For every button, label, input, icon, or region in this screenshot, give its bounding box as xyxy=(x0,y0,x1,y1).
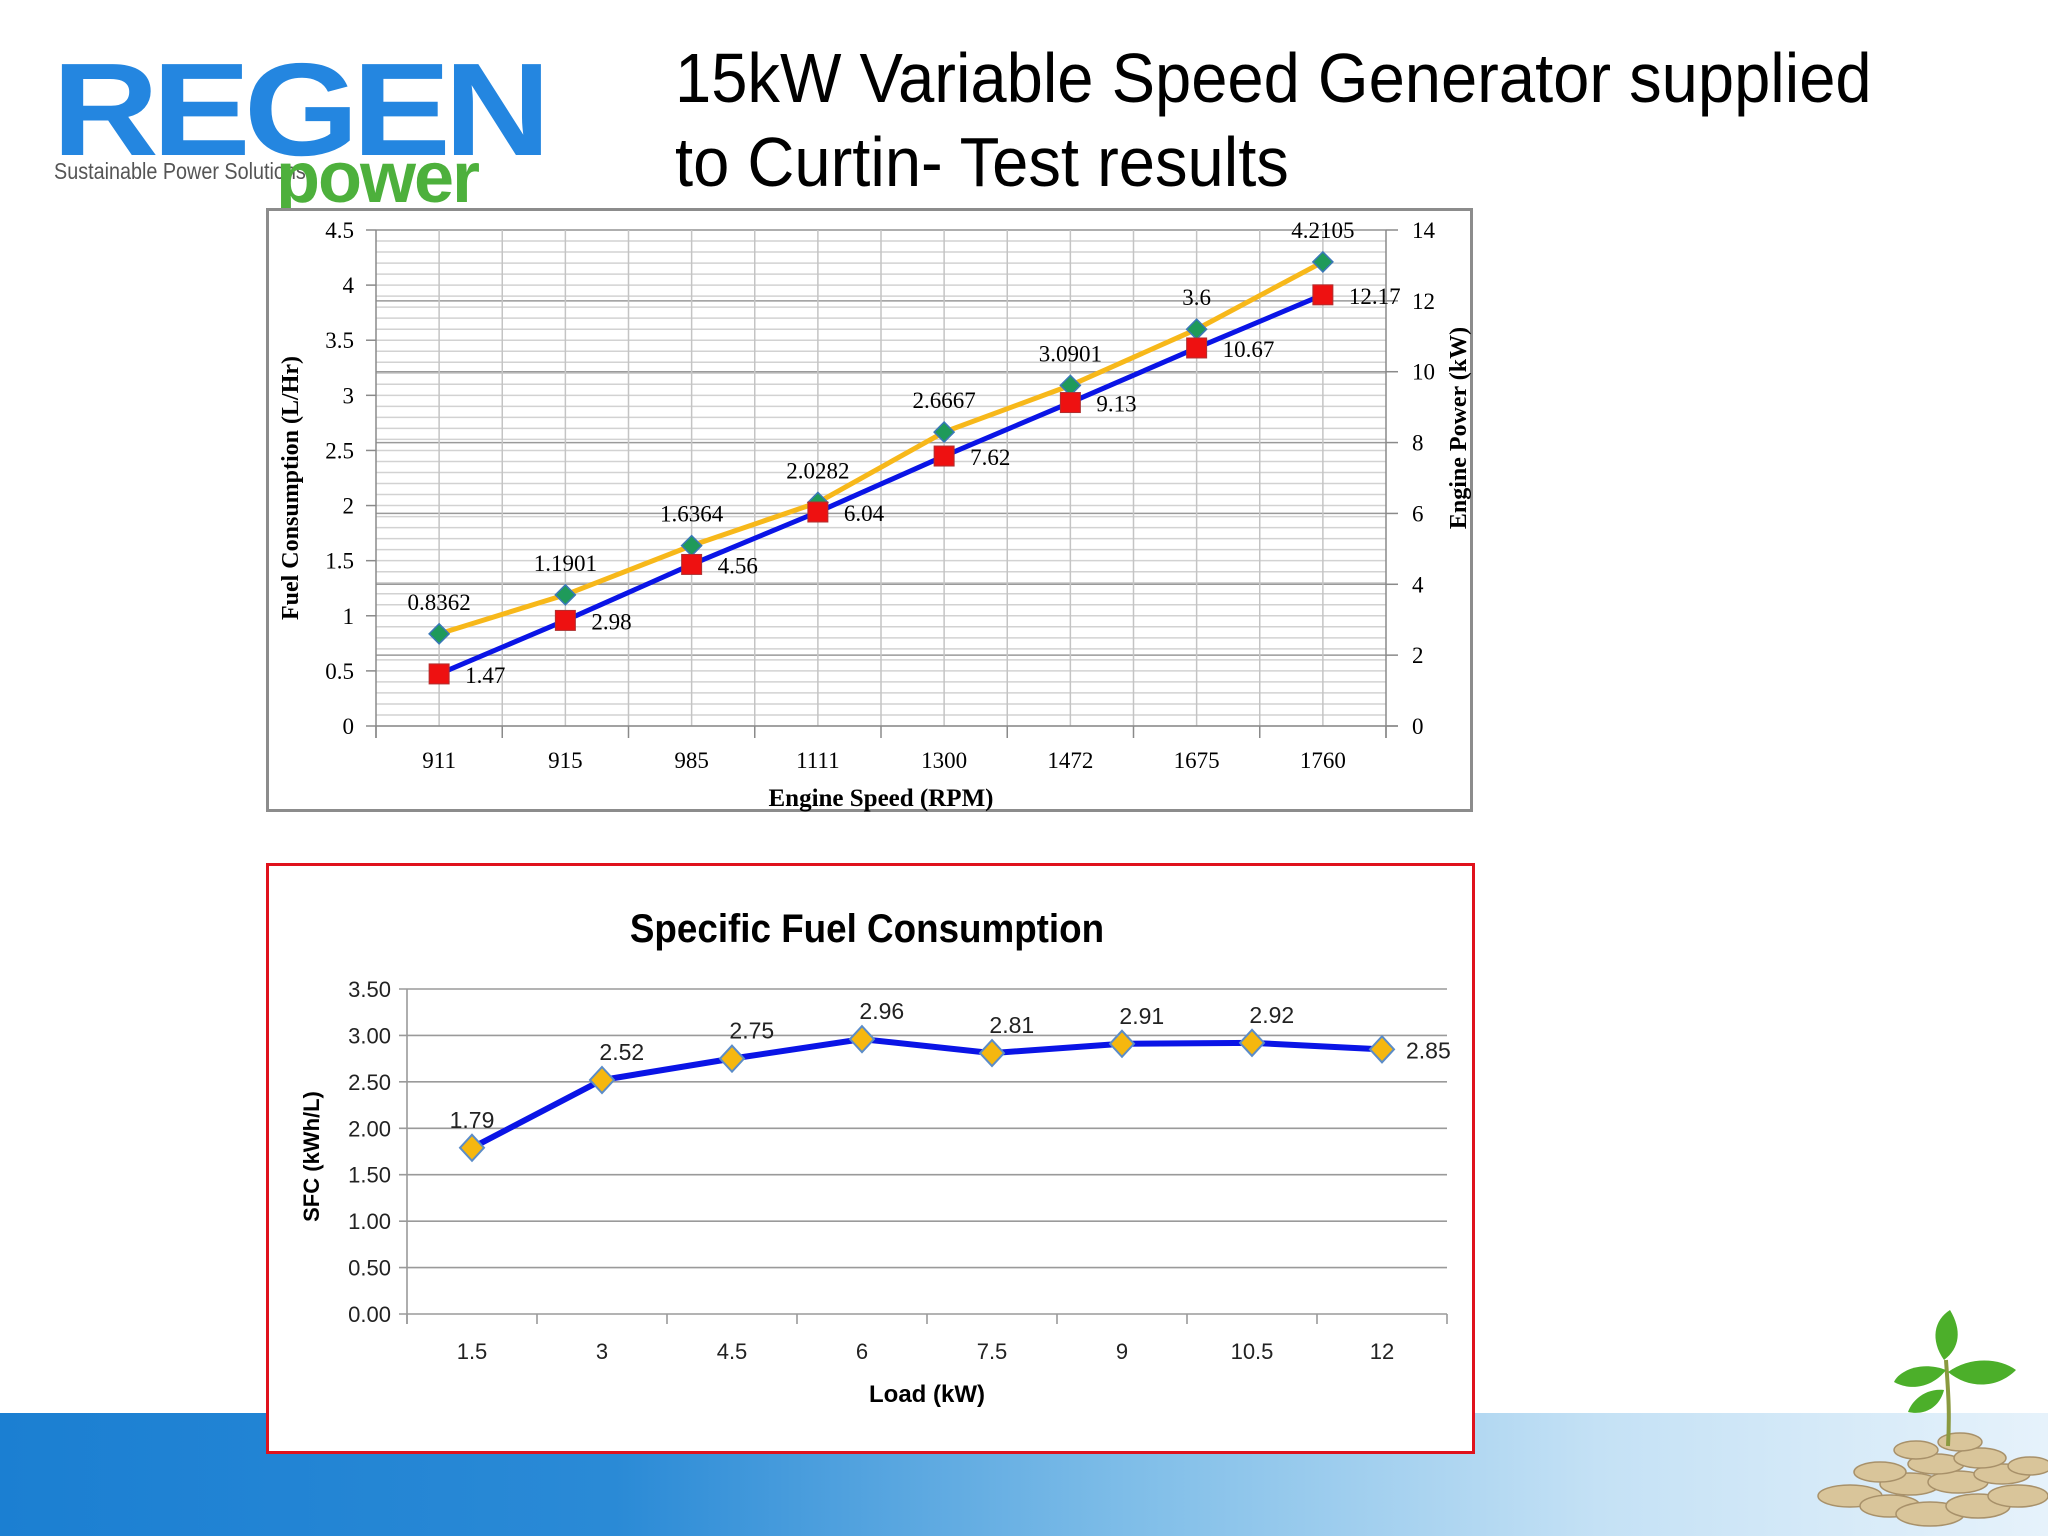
svg-text:SFC (kWh/L): SFC (kWh/L) xyxy=(299,1091,324,1222)
svg-text:3: 3 xyxy=(596,1339,608,1364)
svg-text:2.50: 2.50 xyxy=(348,1070,391,1095)
svg-text:1.5: 1.5 xyxy=(325,549,354,574)
svg-text:3.6: 3.6 xyxy=(1182,285,1211,310)
svg-text:Engine Power (kW): Engine Power (kW) xyxy=(1446,327,1472,529)
svg-text:1.1901: 1.1901 xyxy=(534,551,597,576)
sfc-chart-plot: Specific Fuel Consumption 0.00 0.50 1.00 1.5… xyxy=(299,907,1451,1408)
svg-text:6: 6 xyxy=(856,1339,868,1364)
fuel-power-chart-plot: 0 0.5 1 1.5 2 2.5 3 3.5 4 4.5 0 2 4 6 8 10 12 14 911 915 985… xyxy=(278,218,1472,812)
svg-text:10: 10 xyxy=(1412,360,1435,385)
svg-text:0.8362: 0.8362 xyxy=(408,590,471,615)
svg-text:4.2105: 4.2105 xyxy=(1291,218,1354,243)
svg-text:1.47: 1.47 xyxy=(465,663,505,688)
svg-text:6.04: 6.04 xyxy=(844,501,885,526)
svg-text:0.00: 0.00 xyxy=(348,1302,391,1327)
svg-text:3.0901: 3.0901 xyxy=(1039,341,1102,366)
svg-text:0.50: 0.50 xyxy=(348,1256,391,1281)
svg-text:7.5: 7.5 xyxy=(977,1339,1008,1364)
slide-title-line-1: 15kW Variable Speed Generator supplied xyxy=(675,39,1872,117)
svg-text:2.0282: 2.0282 xyxy=(786,458,849,483)
svg-text:Specific Fuel Consumption: Specific Fuel Consumption xyxy=(630,907,1104,952)
svg-text:Engine Speed (RPM): Engine Speed (RPM) xyxy=(769,785,994,812)
svg-text:8: 8 xyxy=(1412,431,1424,456)
svg-text:4: 4 xyxy=(343,273,355,298)
svg-text:2.85: 2.85 xyxy=(1406,1037,1451,1063)
svg-text:1: 1 xyxy=(343,604,355,629)
svg-text:12: 12 xyxy=(1370,1339,1394,1364)
svg-text:1675: 1675 xyxy=(1174,748,1220,773)
logo-wordmark: REGEN xyxy=(52,36,551,183)
svg-text:3.50: 3.50 xyxy=(348,977,391,1002)
sfc-chart: Specific Fuel Consumption 0.00 0.50 1.00 1.5… xyxy=(266,863,1475,1454)
svg-text:6: 6 xyxy=(1412,501,1424,526)
logo-power-word: power xyxy=(276,138,480,218)
svg-text:1.00: 1.00 xyxy=(348,1209,391,1234)
plant-coins-icon xyxy=(1817,1310,2048,1527)
svg-text:9.13: 9.13 xyxy=(1096,392,1136,417)
svg-text:1.6364: 1.6364 xyxy=(660,502,724,527)
svg-text:3: 3 xyxy=(343,383,355,408)
slide-title: 15kW Variable Speed Generator supplied t… xyxy=(675,36,1872,204)
svg-text:2.6667: 2.6667 xyxy=(913,388,976,413)
svg-text:2.98: 2.98 xyxy=(591,609,631,634)
svg-text:12: 12 xyxy=(1412,289,1435,314)
svg-text:2.00: 2.00 xyxy=(348,1116,391,1141)
svg-text:2: 2 xyxy=(343,494,355,519)
fuel-power-chart: 0 0.5 1 1.5 2 2.5 3 3.5 4 4.5 0 2 4 6 8 10 12 14 911 915 985… xyxy=(266,208,1473,812)
svg-text:2.52: 2.52 xyxy=(599,1039,644,1065)
svg-text:1111: 1111 xyxy=(796,748,839,773)
svg-text:12.17: 12.17 xyxy=(1349,284,1401,309)
svg-text:3.00: 3.00 xyxy=(348,1023,391,1048)
svg-text:1300: 1300 xyxy=(921,748,967,773)
svg-text:0: 0 xyxy=(1412,714,1424,739)
svg-text:2.92: 2.92 xyxy=(1249,1002,1294,1028)
svg-text:2.81: 2.81 xyxy=(989,1012,1034,1038)
svg-text:3.5: 3.5 xyxy=(325,328,354,353)
svg-text:1.5: 1.5 xyxy=(457,1339,488,1364)
regen-power-logo: REGEN Sustainable Power Solutions power xyxy=(52,44,551,215)
svg-text:985: 985 xyxy=(674,748,709,773)
svg-text:0: 0 xyxy=(343,714,355,739)
svg-text:9: 9 xyxy=(1116,1339,1128,1364)
svg-text:2: 2 xyxy=(1412,643,1424,668)
svg-text:Load (kW): Load (kW) xyxy=(869,1381,985,1408)
svg-text:4.5: 4.5 xyxy=(325,218,354,243)
logo-tagline: Sustainable Power Solutions xyxy=(54,158,306,184)
svg-text:2.96: 2.96 xyxy=(859,998,904,1024)
svg-text:1.50: 1.50 xyxy=(348,1163,391,1188)
svg-text:1.79: 1.79 xyxy=(450,1107,495,1133)
svg-text:4: 4 xyxy=(1412,572,1424,597)
svg-text:7.62: 7.62 xyxy=(970,445,1010,470)
svg-text:1760: 1760 xyxy=(1300,748,1346,773)
svg-text:10.5: 10.5 xyxy=(1231,1339,1274,1364)
svg-text:2.5: 2.5 xyxy=(325,438,354,463)
svg-text:915: 915 xyxy=(548,748,583,773)
slide-title-line-2: to Curtin- Test results xyxy=(675,123,1289,201)
svg-text:Fuel Consumption (L/Hr): Fuel Consumption (L/Hr) xyxy=(278,356,304,620)
svg-text:10.67: 10.67 xyxy=(1223,337,1275,362)
svg-text:14: 14 xyxy=(1412,218,1436,243)
svg-text:1472: 1472 xyxy=(1047,748,1093,773)
svg-text:0.5: 0.5 xyxy=(325,659,354,684)
svg-text:911: 911 xyxy=(422,748,456,773)
svg-text:4.5: 4.5 xyxy=(717,1339,748,1364)
svg-text:2.75: 2.75 xyxy=(729,1018,774,1044)
svg-text:2.91: 2.91 xyxy=(1119,1003,1164,1029)
svg-text:4.56: 4.56 xyxy=(718,553,758,578)
